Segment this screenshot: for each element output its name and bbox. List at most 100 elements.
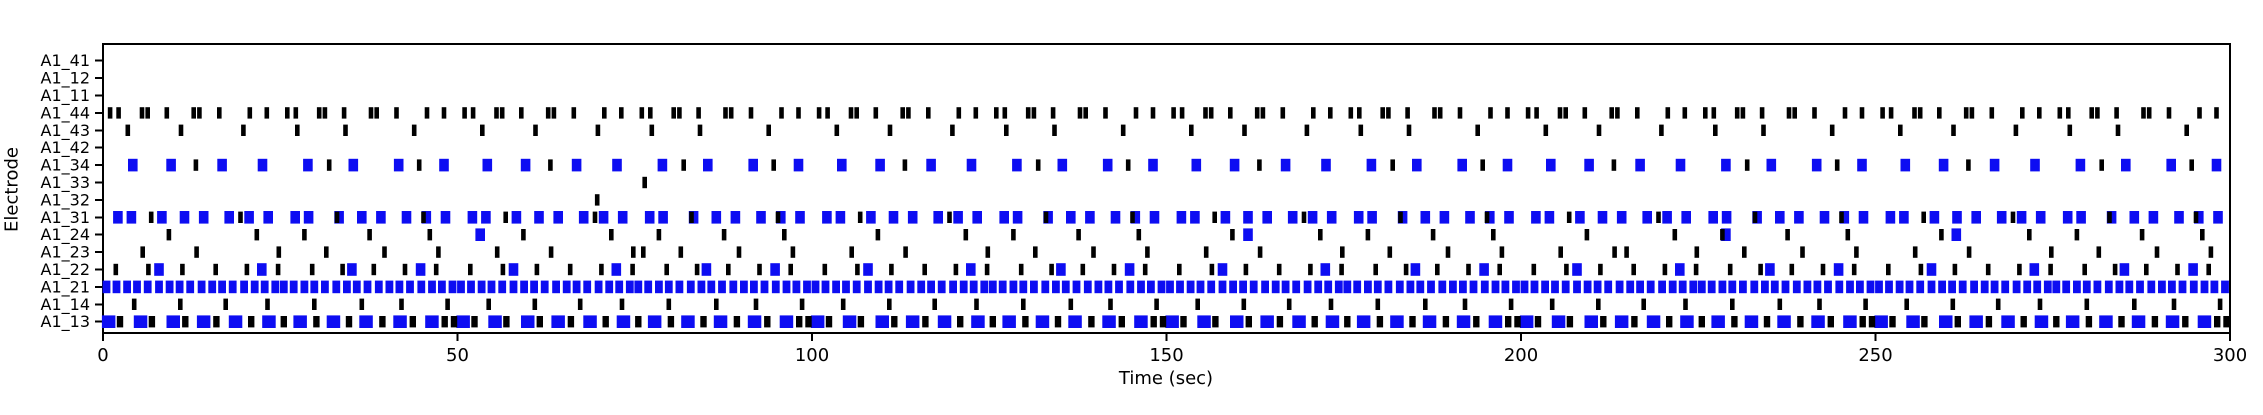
burst-mark: [1030, 280, 1038, 294]
burst-mark: [1721, 211, 1732, 224]
burst-mark: [475, 228, 485, 241]
burst-mark: [300, 280, 309, 294]
spike-mark: [2197, 107, 2202, 119]
y-tick-label-A1_23: A1_23: [41, 243, 90, 263]
spike-mark: [2020, 107, 2025, 119]
spike-mark: [1308, 263, 1313, 276]
burst-mark: [1479, 263, 1489, 276]
burst-mark: [481, 211, 491, 224]
burst-mark: [551, 315, 565, 328]
spike-mark: [285, 107, 290, 119]
spike-mark: [433, 263, 439, 276]
spike-mark: [194, 246, 199, 258]
spike-mark: [1462, 298, 1468, 310]
burst-mark: [1616, 211, 1627, 224]
x-tick-label: 0: [97, 345, 108, 366]
burst-mark: [776, 211, 786, 224]
spike-mark: [1789, 263, 1795, 276]
burst-mark: [1083, 280, 1092, 294]
burst-mark: [224, 211, 234, 224]
burst-mark: [1858, 211, 1869, 224]
spike-mark: [1403, 263, 1409, 276]
spike-mark: [471, 316, 478, 328]
burst-mark: [1905, 280, 1914, 294]
spike-mark: [500, 263, 506, 276]
spike-mark: [1033, 246, 1038, 258]
burst-mark: [2115, 280, 2124, 294]
burst-mark: [1395, 280, 1404, 294]
spike-mark: [468, 263, 473, 276]
burst-mark: [1449, 280, 1457, 294]
burst-mark: [1094, 280, 1103, 294]
burst-mark: [1843, 315, 1857, 328]
spike-row-A1_34: [128, 158, 2222, 172]
burst-mark: [440, 211, 451, 224]
burst-mark: [1012, 158, 1022, 172]
burst-mark: [1766, 158, 1777, 172]
spike-mark: [1525, 107, 1531, 119]
burst-mark: [540, 280, 549, 294]
spike-mark: [953, 263, 959, 276]
spike-mark: [551, 107, 557, 119]
spike-mark: [1423, 298, 1428, 310]
burst-mark: [347, 263, 357, 276]
spike-mark: [421, 211, 426, 223]
burst-mark: [1996, 211, 2007, 224]
burst-mark: [2029, 263, 2040, 276]
burst-mark: [1824, 280, 1832, 294]
spike-mark: [182, 316, 189, 328]
burst-mark: [1124, 263, 1135, 276]
burst-mark: [1689, 280, 1698, 294]
burst-mark: [1711, 315, 1725, 328]
x-tick-label: 200: [1504, 345, 1538, 366]
burst-mark: [101, 315, 116, 328]
burst-mark: [1186, 280, 1195, 294]
spike-mark: [1584, 229, 1590, 241]
burst-mark: [166, 315, 180, 328]
burst-mark: [186, 280, 195, 294]
burst-mark: [747, 315, 762, 328]
spike-mark: [1693, 263, 1699, 276]
spike-mark: [1954, 316, 1961, 328]
spike-mark: [782, 229, 787, 241]
burst-mark: [1721, 228, 1731, 241]
spike-mark: [499, 107, 505, 119]
spike-mark: [1142, 263, 1148, 276]
spike-mark: [247, 107, 253, 119]
burst-mark: [1958, 280, 1967, 294]
burst-mark: [553, 211, 563, 224]
spike-mark: [805, 316, 812, 328]
burst-mark: [2073, 280, 2081, 294]
spike-mark: [1373, 263, 1378, 276]
burst-mark: [1813, 280, 1822, 294]
spike-mark: [834, 124, 840, 136]
burst-mark: [718, 280, 726, 294]
spike-mark: [1963, 107, 1969, 119]
spike-mark: [264, 107, 270, 119]
burst-mark: [1243, 228, 1253, 241]
burst-mark: [196, 315, 211, 328]
spike-mark: [2114, 107, 2119, 119]
burst-mark: [598, 211, 609, 224]
spike-mark: [1365, 229, 1371, 241]
spike-mark: [1228, 107, 1233, 119]
burst-mark: [456, 315, 470, 328]
spike-mark: [1549, 298, 1555, 310]
burst-mark: [617, 211, 628, 224]
spike-mark: [963, 229, 969, 241]
burst-mark: [703, 158, 713, 172]
spike-mark: [1759, 107, 1765, 119]
burst-mark: [980, 280, 989, 294]
burst-mark: [1604, 280, 1613, 294]
spike-mark: [840, 298, 846, 310]
spike-mark: [1912, 246, 1918, 258]
spike-mark: [790, 246, 796, 258]
spike-mark: [1328, 298, 1334, 310]
spike-mark: [1491, 229, 1496, 241]
spike-mark: [2171, 298, 2177, 310]
burst-mark: [2043, 280, 2052, 294]
spike-mark: [1406, 124, 1412, 136]
spike-mark: [276, 246, 282, 258]
spike-mark: [799, 298, 805, 310]
spike-mark: [1989, 107, 1995, 119]
